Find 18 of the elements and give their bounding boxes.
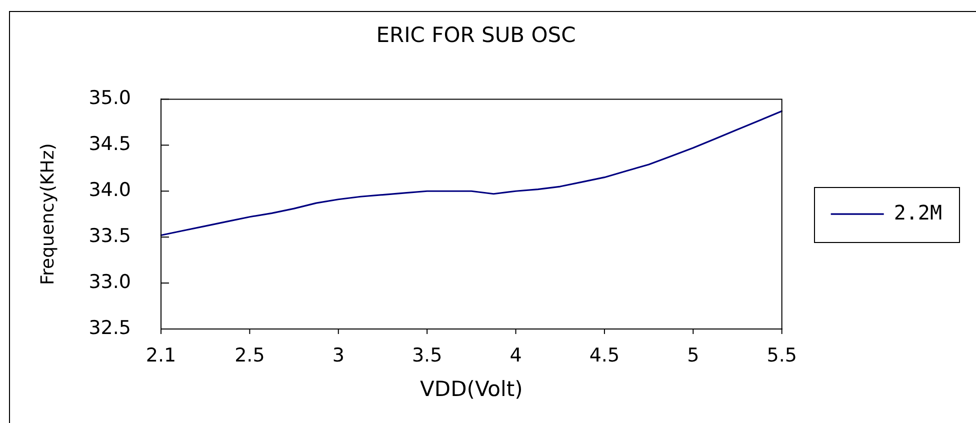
- y-tick-label: 34.5: [88, 133, 131, 156]
- x-tick-label: 5.5: [766, 344, 797, 366]
- x-tick-label: 2.1: [146, 344, 176, 366]
- y-tick-label: 35.0: [88, 87, 131, 110]
- y-axis-title: Frequency(KHz): [37, 143, 58, 286]
- chart-title: ERIC FOR SUB OSC: [376, 23, 576, 48]
- x-tick-label: 3: [332, 344, 344, 366]
- legend-label: 2.2M: [894, 200, 942, 224]
- x-tick-label: 4.5: [589, 344, 620, 366]
- x-axis-title: VDD(Volt): [420, 376, 523, 401]
- x-tick-label: 2.5: [234, 344, 265, 366]
- y-tick-label: 33.5: [88, 225, 131, 248]
- x-tick-label: 4: [510, 344, 522, 366]
- x-tick-label: 5: [687, 344, 700, 366]
- y-tick-label: 32.5: [88, 316, 131, 339]
- y-tick-label: 33.0: [88, 270, 131, 293]
- x-tick-label: 3.5: [412, 344, 442, 366]
- y-tick-label: 34.0: [88, 179, 131, 202]
